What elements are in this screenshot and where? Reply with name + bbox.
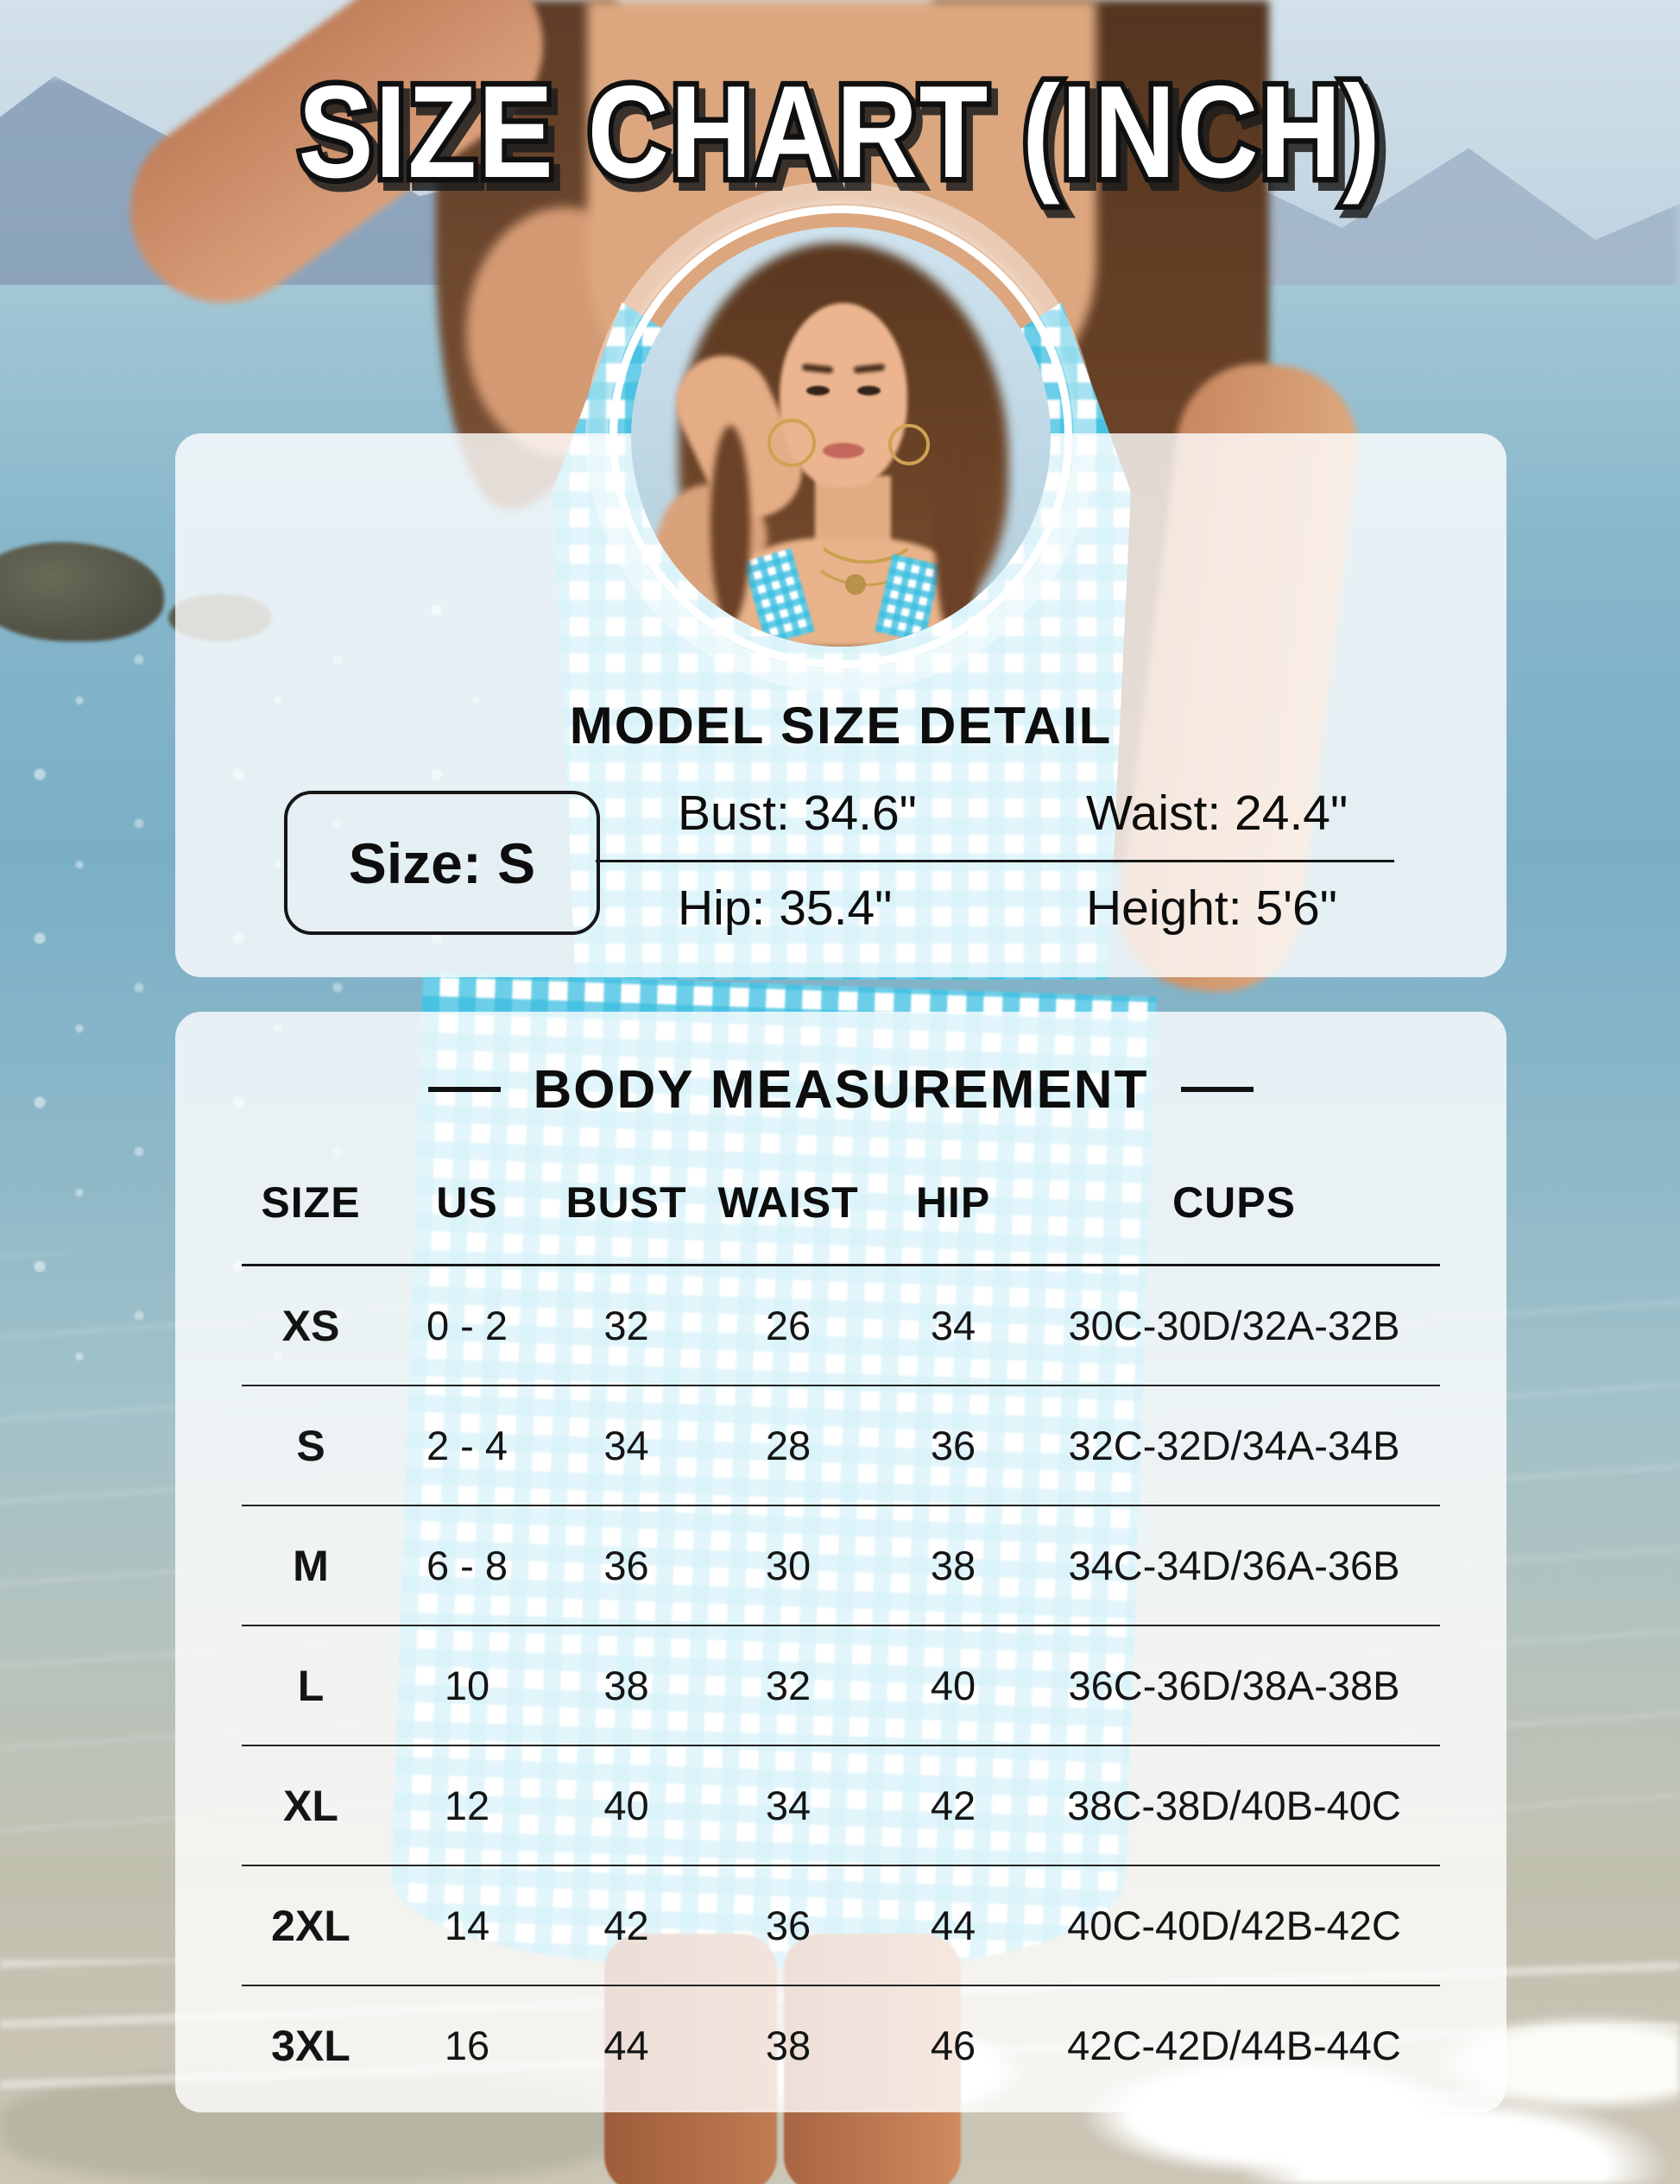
cell-bust: 42 <box>603 1903 649 1948</box>
model-stats-divider <box>596 860 1394 862</box>
page-title: SIZE CHART (INCH) <box>299 59 1382 205</box>
col-header-bust: BUST <box>565 1178 687 1227</box>
cell-cups: 30C-30D/32A-32B <box>1068 1303 1400 1348</box>
cell-hip: 40 <box>930 1663 976 1708</box>
col-header-hip: HIP <box>915 1178 991 1227</box>
cell-cups: 38C-38D/40B-40C <box>1067 1783 1401 1828</box>
cell-size: 2XL <box>271 1901 351 1950</box>
col-header-size: SIZE <box>261 1178 361 1227</box>
cell-bust: 34 <box>603 1423 649 1468</box>
portrait-hair-strand-right <box>935 434 976 641</box>
model-waist-value: Waist: 24.4" <box>1086 786 1348 841</box>
cell-hip: 46 <box>930 2023 976 2068</box>
model-size-label: Size: S <box>348 830 536 895</box>
cell-waist: 38 <box>765 2023 812 2068</box>
page-title-shadow: SIZE CHART (INCH) <box>305 66 1388 213</box>
cell-hip: 44 <box>930 1903 976 1948</box>
cell-hip: 34 <box>930 1303 976 1348</box>
cell-hip: 38 <box>930 1543 976 1588</box>
cell-us: 12 <box>444 1783 490 1828</box>
cell-bust: 44 <box>603 2023 649 2068</box>
cell-hip: 42 <box>930 1783 976 1828</box>
model-stats-row-top: Bust: 34.6" Waist: 24.4" <box>596 770 1399 856</box>
cell-size: M <box>293 1541 329 1590</box>
cell-us: 6 - 8 <box>426 1543 508 1588</box>
cell-bust: 38 <box>603 1663 649 1708</box>
portrait-ring <box>609 205 1072 668</box>
cell-cups: 42C-42D/44B-44C <box>1067 2023 1401 2068</box>
portrait-lips <box>823 443 864 458</box>
cell-size: 3XL <box>271 2021 351 2070</box>
cell-us: 2 - 4 <box>426 1423 508 1468</box>
cell-us: 10 <box>444 1663 490 1708</box>
body-measurement-panel: BODY MEASUREMENT SIZE US BUST WAIST HIP … <box>175 1012 1506 2112</box>
cell-cups: 32C-32D/34A-34B <box>1068 1423 1400 1468</box>
table-row-m: M 6 - 8 36 30 38 34C-34D/36A-36B <box>242 1505 1440 1625</box>
table-row-3xl: 3XL 16 44 38 46 42C-42D/44B-44C <box>242 1985 1440 2105</box>
cell-waist: 30 <box>765 1543 812 1588</box>
cell-us: 16 <box>444 2023 490 2068</box>
cell-us: 0 - 2 <box>426 1303 508 1348</box>
size-table: SIZE US BUST WAIST HIP CUPS XS 0 - 2 32 … <box>242 1141 1440 2105</box>
cell-bust: 36 <box>603 1543 649 1588</box>
cell-us: 14 <box>444 1903 490 1948</box>
portrait-hair-strand-left <box>711 426 750 624</box>
portrait-pendant <box>845 574 866 595</box>
cell-waist: 34 <box>765 1783 812 1828</box>
model-height-value: Height: 5'6" <box>1086 881 1337 936</box>
portrait-necklace-long <box>800 486 932 586</box>
cell-size: XS <box>281 1301 340 1350</box>
col-header-waist: WAIST <box>717 1178 859 1227</box>
cell-size: L <box>297 1661 325 1710</box>
portrait-eye-left <box>806 386 830 395</box>
cell-hip: 36 <box>930 1423 976 1468</box>
col-header-us: US <box>436 1178 498 1227</box>
page-title-art: SIZE CHART (INCH) SIZE CHART (INCH) <box>293 54 1393 220</box>
cell-waist: 26 <box>765 1303 812 1348</box>
model-size-box: Size: S <box>284 791 600 935</box>
model-hip-value: Hip: 35.4" <box>678 881 893 936</box>
col-header-cups: CUPS <box>1172 1178 1296 1227</box>
heading-dash-left <box>427 1087 501 1092</box>
cell-size: S <box>296 1421 325 1470</box>
cell-cups: 34C-34D/36A-36B <box>1068 1543 1400 1588</box>
cell-waist: 28 <box>765 1423 812 1468</box>
cell-bust: 40 <box>603 1783 649 1828</box>
model-bust-value: Bust: 34.6" <box>678 786 917 841</box>
cell-cups: 36C-36D/38A-38B <box>1068 1663 1400 1708</box>
table-row-xl: XL 12 40 34 42 38C-38D/40B-40C <box>242 1745 1440 1865</box>
model-size-detail-heading: MODEL SIZE DETAIL <box>569 697 1113 754</box>
table-row-s: S 2 - 4 34 28 36 32C-32D/34A-34B <box>242 1386 1440 1505</box>
cell-cups: 40C-40D/42B-42C <box>1067 1903 1401 1948</box>
cell-waist: 36 <box>765 1903 812 1948</box>
model-stats-row-bottom: Hip: 35.4" Height: 5'6" <box>596 865 1399 951</box>
heading-dash-right <box>1181 1087 1254 1092</box>
cell-size: XL <box>283 1781 338 1830</box>
model-portrait <box>631 227 1051 647</box>
portrait-earring-left <box>767 419 816 467</box>
table-row-xs: XS 0 - 2 32 26 34 30C-30D/32A-32B <box>242 1266 1440 1386</box>
body-measurement-heading: BODY MEASUREMENT <box>533 1059 1149 1120</box>
body-measurement-heading-row: BODY MEASUREMENT <box>175 1059 1506 1120</box>
portrait-eye-right <box>857 386 881 395</box>
cell-bust: 32 <box>603 1303 649 1348</box>
table-row-2xl: 2XL 14 42 36 44 40C-40D/42B-42C <box>242 1865 1440 1985</box>
size-table-header-row: SIZE US BUST WAIST HIP CUPS <box>242 1141 1440 1266</box>
cell-waist: 32 <box>765 1663 812 1708</box>
portrait-earring-right <box>888 424 930 465</box>
table-row-l: L 10 38 32 40 36C-36D/38A-38B <box>242 1625 1440 1745</box>
model-stats: Bust: 34.6" Waist: 24.4" Hip: 35.4" Heig… <box>596 433 1399 977</box>
